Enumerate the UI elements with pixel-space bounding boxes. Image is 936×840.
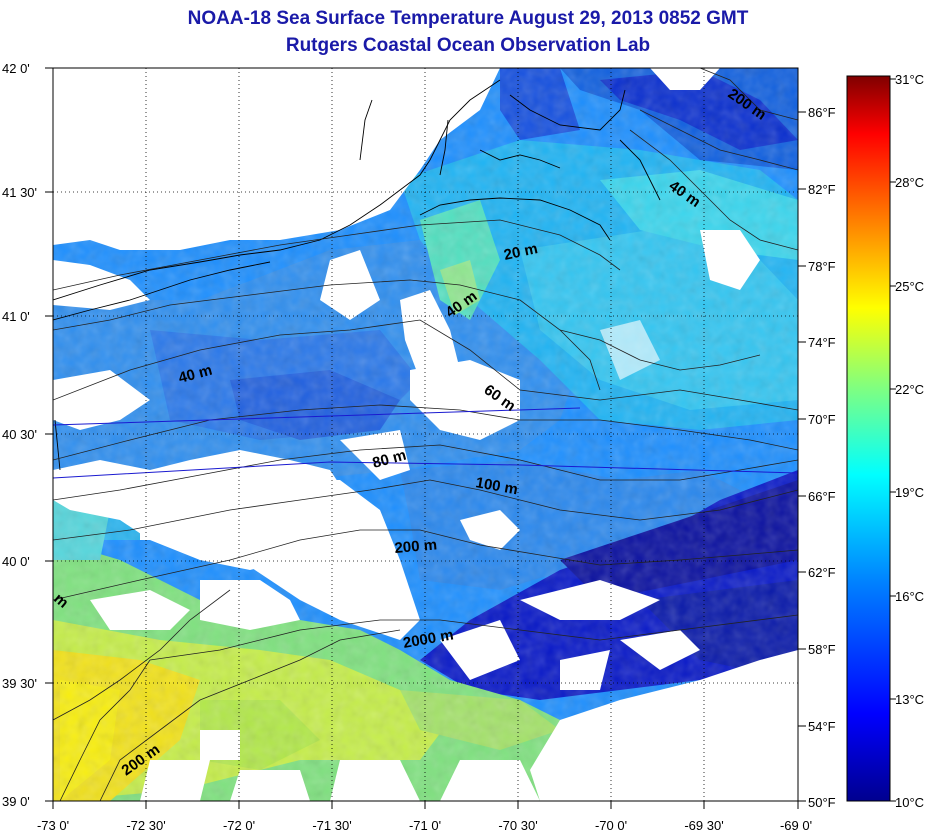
lat-label: 41 0' [2, 309, 30, 324]
axis-ticks [45, 67, 806, 809]
celsius-label: 31°C [895, 72, 925, 87]
fahrenheit-label: 62°F [808, 565, 836, 580]
colorbar [846, 75, 891, 802]
lon-label: -72 30' [126, 818, 166, 833]
coastline [53, 79, 661, 471]
isobath-contours [53, 68, 798, 801]
fahrenheit-label: 70°F [808, 412, 836, 427]
celsius-label: 19°C [895, 485, 925, 500]
sst-field: 200 m 40 m 20 m 40 m 40 m 60 m 80 m 100 … [53, 68, 798, 801]
lat-label: 39 30' [2, 676, 38, 691]
celsius-label: 16°C [895, 589, 925, 604]
celsius-label: 28°C [895, 175, 925, 190]
lat-label: 42 0' [2, 61, 30, 76]
lat-label: 40 0' [2, 554, 30, 569]
isobath-label: 20 m [502, 240, 539, 264]
lon-label: -71 30' [312, 818, 352, 833]
celsius-label: 10°C [895, 795, 925, 810]
fahrenheit-label: 86°F [808, 105, 836, 120]
lon-label: -69 30' [684, 818, 724, 833]
lon-label: -72 0' [222, 818, 256, 833]
map-subtitle: Rutgers Coastal Ocean Observation Lab [285, 35, 651, 56]
lon-label: -70 30' [498, 818, 538, 833]
lon-label: -69 0' [779, 818, 813, 833]
colorbar-ticks [890, 78, 896, 802]
graticule [53, 68, 798, 801]
fahrenheit-label: 50°F [808, 795, 836, 810]
lat-label: 40 30' [2, 427, 38, 442]
map-title: NOAA-18 Sea Surface Temperature August 2… [187, 8, 749, 29]
fahrenheit-label: 78°F [808, 259, 836, 274]
fahrenheit-label: 54°F [808, 719, 836, 734]
fahrenheit-label: 74°F [808, 335, 836, 350]
lat-label: 39 0' [2, 794, 30, 809]
lon-label: -73 0' [36, 818, 70, 833]
fahrenheit-label: 82°F [808, 182, 836, 197]
celsius-label: 25°C [895, 279, 925, 294]
lon-label: -70 0' [594, 818, 628, 833]
isobath-label: 200 m [394, 536, 438, 557]
lon-label: -71 0' [408, 818, 442, 833]
track-lines [53, 407, 798, 479]
celsius-label: 22°C [895, 382, 925, 397]
celsius-label: 13°C [895, 692, 925, 707]
fahrenheit-label: 66°F [808, 489, 836, 504]
fahrenheit-label: 58°F [808, 642, 836, 657]
lat-label: 41 30' [2, 185, 38, 200]
